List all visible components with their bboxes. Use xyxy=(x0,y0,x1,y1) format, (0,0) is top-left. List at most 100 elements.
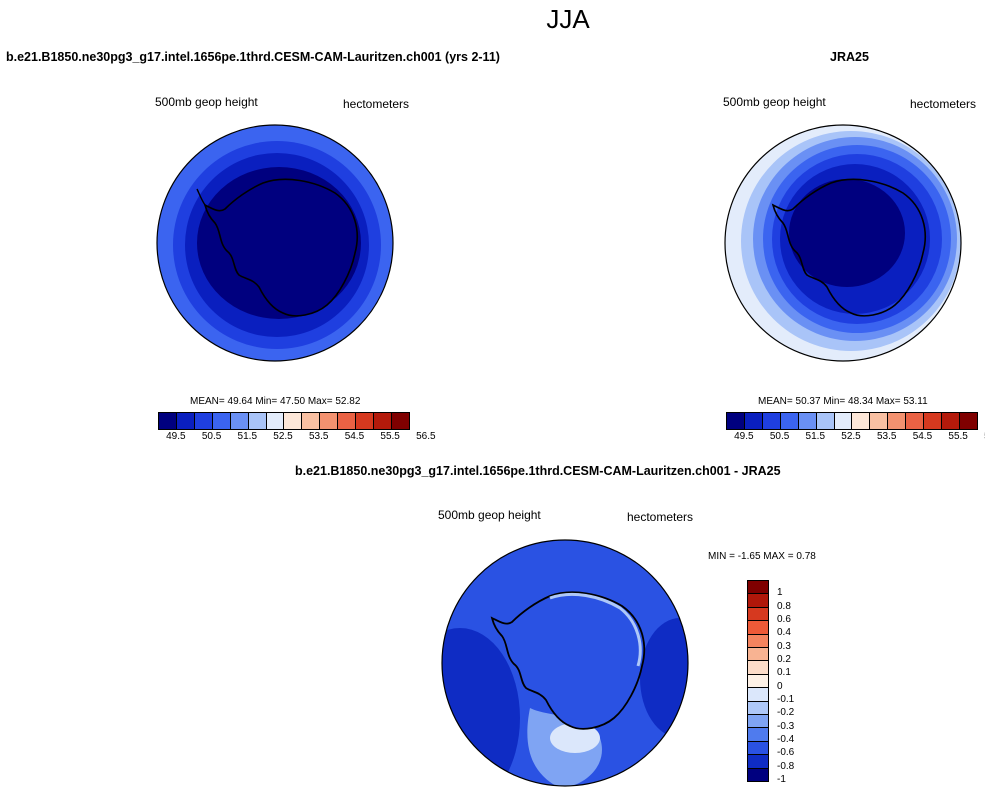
colorbar-swatch xyxy=(193,413,212,429)
obs-colorbar xyxy=(726,412,978,430)
antarctica-coastline xyxy=(203,178,358,317)
colorbar-tick-label: 53.5 xyxy=(876,431,897,442)
antarctica-coastline xyxy=(771,178,926,317)
colorbar-swatch xyxy=(748,754,768,768)
diff-colorbar-labels: 1 0.8 0.6 0.4 0.3 0.2 0.1 0 -0.1 -0.2 -0.3 -0.4 -0.6… xyxy=(777,580,817,785)
colorbar-swatch xyxy=(779,413,798,429)
diff-panel-title: b.e21.B1850.ne30pg3_g17.intel.1656pe.1th… xyxy=(295,464,781,478)
colorbar-swatch xyxy=(390,413,409,429)
colorbar-tick-label: -1 xyxy=(777,774,786,785)
diff-units-label: hectometers xyxy=(627,510,694,524)
colorbar-swatch xyxy=(941,413,959,429)
colorbar-tick-label: 0.3 xyxy=(777,640,791,652)
colorbar-tick-label: 51.5 xyxy=(805,431,826,442)
colorbar-swatch xyxy=(743,413,762,429)
colorbar-tick-label: -0.6 xyxy=(777,747,795,759)
model-colorbar xyxy=(158,412,410,430)
colorbar-tick-label: 49.5 xyxy=(734,431,754,442)
obs-polar-map xyxy=(724,124,962,362)
colorbar-tick-label: 49.5 xyxy=(166,431,186,442)
colorbar-tick-label: 0 xyxy=(777,680,783,692)
model-variable-label: 500mb geop height xyxy=(155,95,258,109)
obs-colorbar-labels: 49.550.551.552.553.554.555.556.5 xyxy=(726,431,985,443)
colorbar-swatch xyxy=(748,687,768,701)
colorbar-swatch xyxy=(748,633,768,648)
colorbar-swatch xyxy=(355,413,374,429)
colorbar-swatch xyxy=(748,593,768,607)
obs-panel-title: JRA25 xyxy=(830,50,869,64)
diff-colorbar xyxy=(747,580,769,782)
colorbar-swatch xyxy=(761,413,780,429)
obs-stats: MEAN= 50.37 Min= 48.34 Max= 53.11 xyxy=(758,396,928,407)
colorbar-tick-label: 53.5 xyxy=(308,431,329,442)
colorbar-swatch xyxy=(887,413,906,429)
colorbar-swatch xyxy=(175,413,194,429)
diff-variable-label: 500mb geop height xyxy=(438,508,541,522)
colorbar-swatch xyxy=(797,413,816,429)
colorbar-swatch xyxy=(319,413,338,429)
diff-region-east xyxy=(640,618,688,738)
colorbar-tick-label: 1 xyxy=(777,587,783,599)
model-colorbar-labels: 49.5 50.5 51.5 52.5 53.5 54.5 55.5 56.5 xyxy=(158,431,435,443)
diff-coastal-highlight xyxy=(549,592,642,667)
colorbar-swatch xyxy=(748,620,768,634)
colorbar-swatch xyxy=(727,413,744,429)
colorbar-tick-label: 55.5 xyxy=(948,431,968,442)
colorbar-tick-label: 51.5 xyxy=(237,431,258,442)
colorbar-swatch xyxy=(833,413,852,429)
colorbar-swatch xyxy=(247,413,266,429)
colorbar-tick-label: 0.6 xyxy=(777,614,791,625)
colorbar-tick-label: 54.5 xyxy=(344,431,365,442)
colorbar-swatch xyxy=(905,413,924,429)
colorbar-swatch xyxy=(283,413,302,429)
colorbar-swatch xyxy=(159,413,176,429)
model-polar-map xyxy=(156,124,394,362)
colorbar-tick-label: 54.5 xyxy=(912,431,933,442)
diff-region-south-light xyxy=(550,723,600,753)
colorbar-tick-label: 55.5 xyxy=(380,431,400,442)
colorbar-swatch xyxy=(748,581,768,594)
obs-contour-band-7 xyxy=(789,179,905,287)
colorbar-swatch xyxy=(748,647,768,661)
colorbar-swatch xyxy=(748,714,768,728)
colorbar-swatch xyxy=(923,413,942,429)
colorbar-swatch xyxy=(265,413,284,429)
diff-polar-map xyxy=(441,539,689,787)
colorbar-swatch xyxy=(301,413,320,429)
colorbar-tick-label: 52.5 xyxy=(841,431,861,442)
colorbar-tick-label: -0.8 xyxy=(777,760,795,772)
peninsula-outline xyxy=(196,188,206,206)
model-stats: MEAN= 49.64 Min= 47.50 Max= 52.82 xyxy=(190,396,361,407)
model-panel-title: b.e21.B1850.ne30pg3_g17.intel.1656pe.1th… xyxy=(6,50,500,64)
figure-title: JJA xyxy=(546,4,590,34)
colorbar-tick-label: 0.2 xyxy=(777,654,791,665)
colorbar-tick-label: -0.4 xyxy=(777,734,795,745)
colorbar-tick-label: 56.5 xyxy=(416,431,436,442)
colorbar-tick-label: -0.3 xyxy=(777,720,795,732)
colorbar-swatch xyxy=(748,673,768,688)
colorbar-tick-label: 0.1 xyxy=(777,667,791,679)
antarctica-coastline xyxy=(490,591,646,730)
colorbar-swatch xyxy=(869,413,888,429)
colorbar-swatch xyxy=(337,413,356,429)
colorbar-swatch xyxy=(211,413,230,429)
obs-variable-label: 500mb geop height xyxy=(723,95,826,109)
diff-stats: MIN = -1.65 MAX = 0.78 xyxy=(708,551,816,562)
colorbar-swatch xyxy=(851,413,870,429)
colorbar-tick-label: 0.8 xyxy=(777,600,791,612)
colorbar-swatch xyxy=(229,413,248,429)
colorbar-swatch xyxy=(748,727,768,741)
model-units-label: hectometers xyxy=(343,97,410,111)
colorbar-swatch xyxy=(958,413,977,429)
colorbar-swatch xyxy=(815,413,834,429)
colorbar-swatch xyxy=(373,413,391,429)
colorbar-swatch xyxy=(748,740,768,755)
colorbar-tick-label: -0.2 xyxy=(777,707,795,719)
colorbar-tick-label: 0.4 xyxy=(777,627,791,639)
colorbar-swatch xyxy=(748,700,768,715)
colorbar-swatch xyxy=(748,606,768,621)
colorbar-swatch xyxy=(748,767,768,782)
colorbar-tick-label: 50.5 xyxy=(769,431,790,442)
colorbar-tick-label: 52.5 xyxy=(273,431,293,442)
